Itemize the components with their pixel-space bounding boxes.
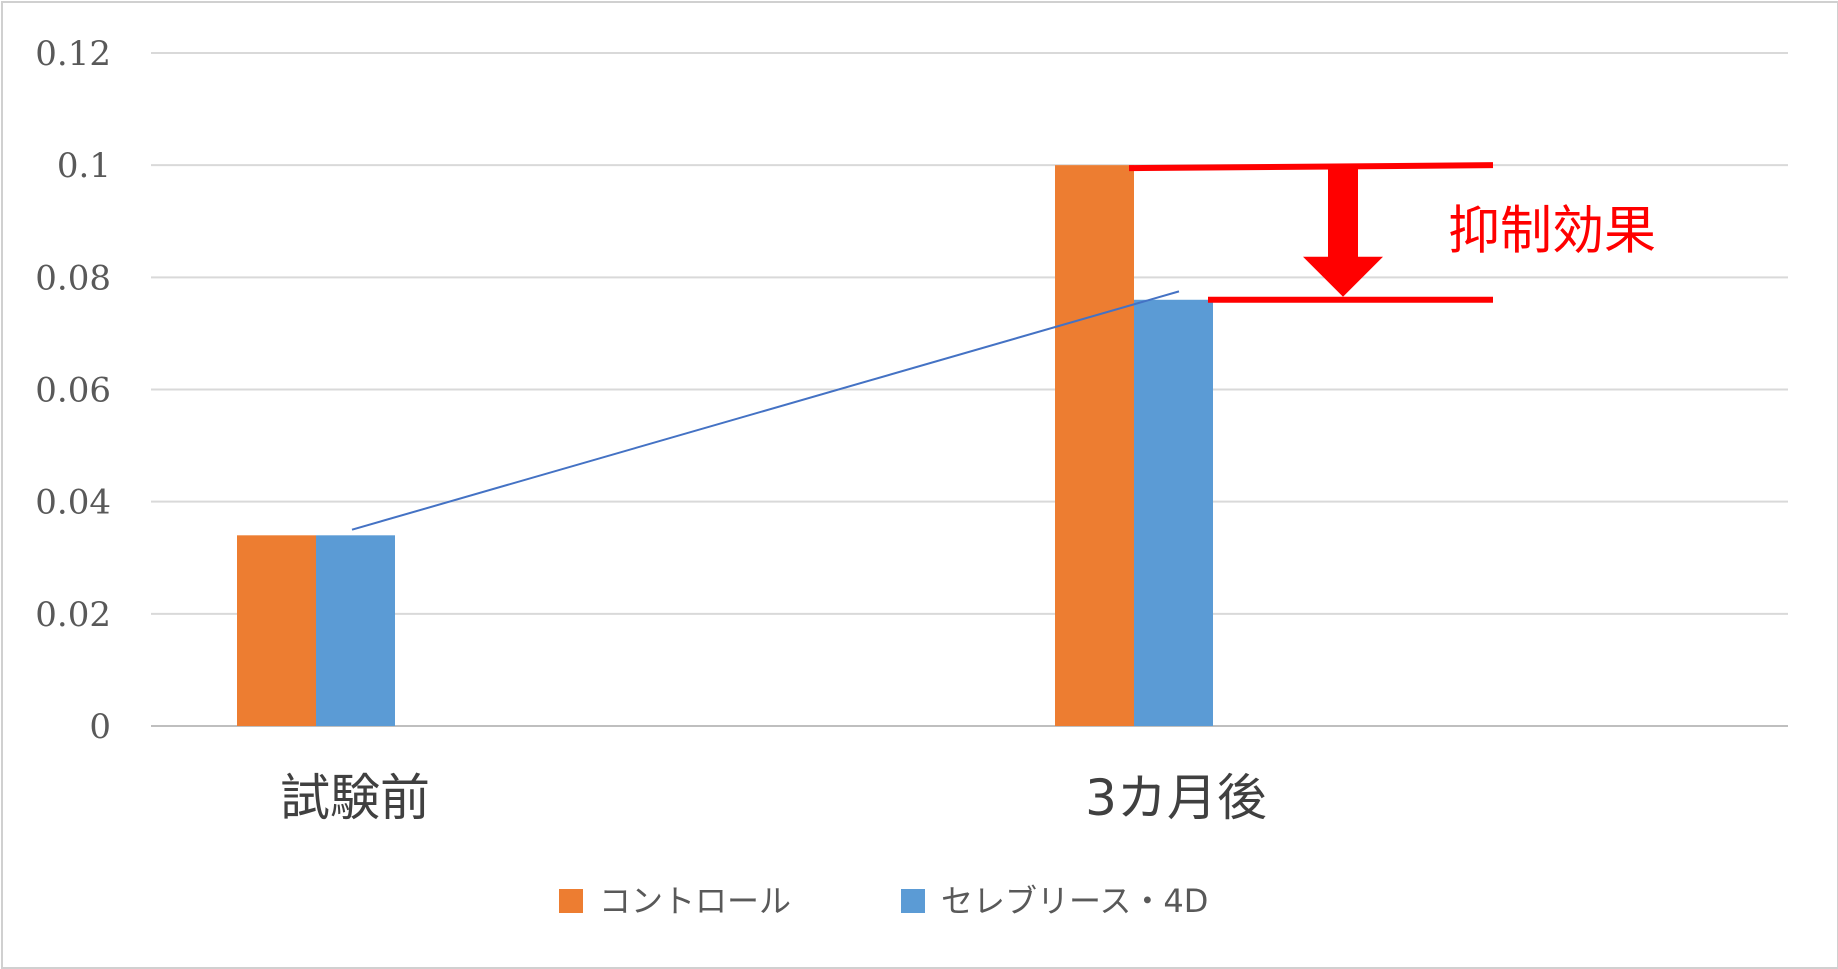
trend-line-group	[351, 290, 1180, 531]
down-arrow-icon	[1303, 168, 1383, 297]
legend-swatch	[901, 889, 925, 913]
bar	[1055, 165, 1134, 726]
y-tick-label: 0.1	[57, 146, 111, 186]
y-tick-label: 0.04	[35, 483, 111, 523]
y-tick-label: 0	[89, 707, 111, 747]
legend-label: セレブリース・4D	[941, 882, 1208, 920]
x-category-label: 3カ月後	[1085, 769, 1267, 827]
bars	[237, 165, 1213, 726]
reduction-annotation: 抑制効果	[1128, 162, 1656, 303]
y-tick-label: 0.02	[35, 595, 111, 635]
y-tick-label: 0.06	[35, 371, 111, 411]
bar	[1134, 299, 1213, 726]
bar-chart: 0 0.02 0.04 0.06 0.08 0.1 0.12 抑制効果 試験前 3カ月後 コン…	[35, 34, 1788, 920]
trend-line	[351, 290, 1180, 531]
y-tick-label: 0.08	[35, 258, 111, 298]
y-tick-label: 0.12	[35, 34, 111, 74]
legend-label: コントロール	[599, 882, 791, 920]
x-axis-categories: 試験前 3カ月後	[280, 769, 1267, 827]
bar	[316, 535, 395, 726]
legend-swatch	[559, 889, 583, 913]
bar	[237, 535, 316, 726]
annotation-label: 抑制効果	[1448, 201, 1656, 261]
y-axis-ticks: 0 0.02 0.04 0.06 0.08 0.1 0.12	[35, 34, 111, 747]
x-category-label: 試験前	[280, 769, 430, 827]
upper-reference-line	[1128, 162, 1494, 172]
gridlines	[151, 52, 1788, 727]
legend: コントロール セレブリース・4D	[559, 882, 1208, 920]
